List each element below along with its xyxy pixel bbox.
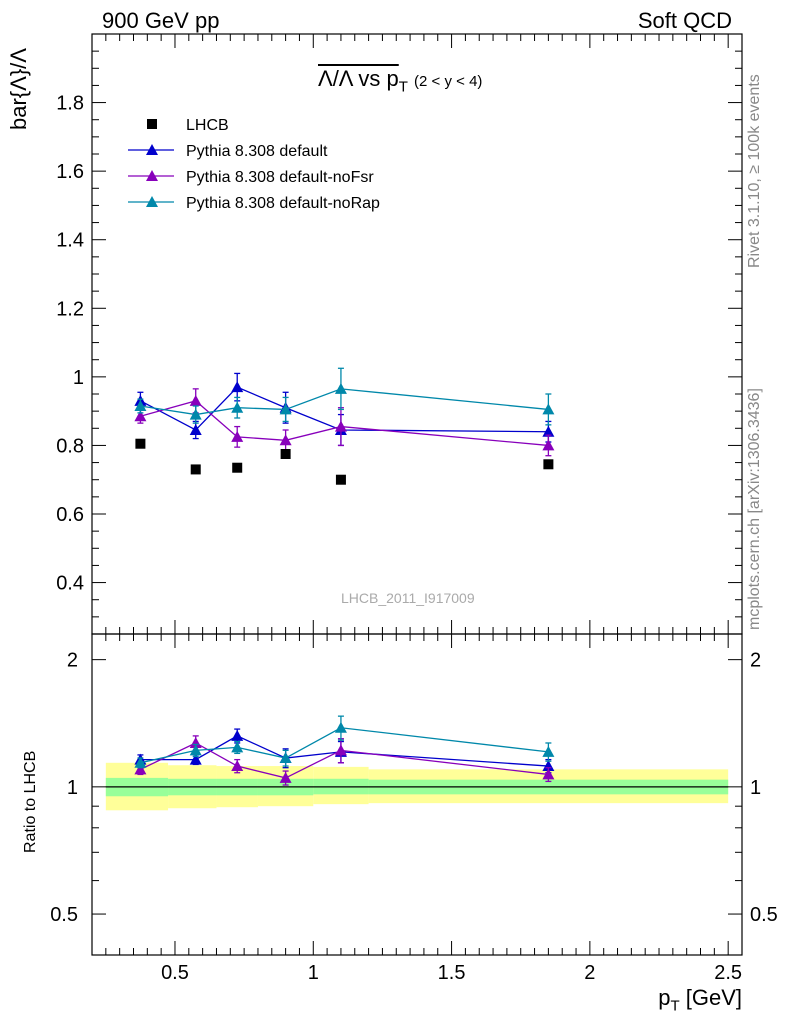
main-point-default	[231, 381, 244, 393]
main-point-lhcb	[335, 474, 346, 485]
main-point-noFsr	[134, 410, 147, 422]
main-y-tick-label: 0.4	[56, 573, 84, 595]
ratio-point-noFsr	[334, 744, 347, 756]
plot-title-main: Λ/Λ vs p	[318, 66, 399, 91]
main-y-tick-label: 1.4	[56, 230, 84, 252]
main-point-lhcb	[543, 459, 554, 470]
x-tick-label: 2	[584, 962, 595, 984]
main-y-tick-label: 1.8	[56, 93, 84, 115]
main-point-lhcb	[232, 462, 243, 473]
legend-label-lhcb: LHCB	[186, 117, 229, 134]
main-point-noRap	[231, 401, 244, 413]
main-point-lhcb	[135, 438, 146, 449]
ratio-point-noFsr	[279, 771, 292, 783]
main-point-noFsr	[189, 394, 202, 406]
legend-marker-noRap	[146, 196, 158, 207]
main-y-tick-label: 1.2	[56, 298, 84, 320]
main-point-noFsr	[231, 430, 244, 442]
ratio-point-noRap	[231, 741, 244, 753]
main-line-noFsr	[140, 400, 549, 447]
main-point-noRap	[542, 403, 555, 415]
ratio-point-noFsr	[231, 760, 244, 772]
main-point-lhcb	[190, 464, 201, 475]
legend-label-default: Pythia 8.308 default	[186, 143, 328, 160]
ratio-point-noFsr	[134, 763, 147, 775]
legend-marker-default	[146, 144, 158, 155]
main-point-default	[189, 424, 202, 435]
watermark: LHCB_2011_I917009	[341, 590, 475, 606]
legend-marker-lhcb	[147, 119, 157, 129]
main-point-noRap	[334, 382, 347, 394]
legend-marker-noFsr	[146, 170, 158, 181]
ratio-point-noRap	[334, 721, 347, 733]
ratio-point-noFsr	[189, 736, 202, 748]
ratio-point-noRap	[542, 745, 555, 757]
main-y-tick-label: 0.6	[56, 504, 84, 526]
ratio-y-tick-label-left: 1	[67, 777, 78, 799]
ratio-y-tick-label-right: 0.5	[750, 904, 778, 926]
ratio-point-default	[231, 729, 244, 741]
main-point-noFsr	[542, 439, 555, 451]
header-right: Soft QCD	[637, 8, 732, 33]
main-point-noRap	[189, 408, 202, 420]
ratio-y-tick-label-right: 1	[750, 777, 761, 799]
plot-title: Λ/Λ vs pT (2 < y < 4)	[318, 66, 482, 95]
ratio-panel-frame	[91, 633, 743, 956]
ratio-point-noRap	[189, 744, 202, 756]
header-left: 900 GeV pp	[102, 8, 220, 33]
ratio-line-noFsr	[140, 742, 549, 779]
ratio-point-default	[189, 753, 202, 765]
ratio-y-tick-label-left: 0.5	[50, 904, 78, 926]
x-axis-label: pT [GeV]	[658, 985, 742, 1014]
x-axis-label-main: p	[658, 985, 671, 1010]
x-tick-label: 0.5	[161, 962, 189, 984]
main-y-tick-label: 1.6	[56, 161, 84, 183]
plot-title-sub: T	[398, 78, 408, 96]
ratio-point-noRap	[279, 752, 292, 764]
main-line-noRap	[140, 388, 549, 416]
main-point-noFsr	[334, 420, 347, 432]
ratio-y-tick-label-right: 2	[750, 650, 761, 672]
x-tick-label: 2.5	[714, 962, 742, 984]
main-point-noRap	[279, 403, 292, 415]
main-point-noFsr	[279, 434, 292, 446]
x-tick-label: 1.5	[438, 962, 466, 984]
main-y-tick-label: 0.8	[56, 435, 84, 457]
main-y-tick-label: 1	[73, 367, 84, 389]
x-axis-label-unit: [GeV]	[685, 985, 742, 1010]
main-point-noRap	[134, 400, 147, 411]
ratio-line-noRap	[140, 727, 549, 764]
main-point-default	[542, 425, 555, 437]
ratio-point-noFsr	[542, 768, 555, 780]
x-tick-label: 1	[308, 962, 319, 984]
legend-label-noRap: Pythia 8.308 default-noRap	[186, 195, 380, 212]
plot-title-range: (2 < y < 4)	[414, 73, 483, 90]
legend-label-noFsr: Pythia 8.308 default-noFsr	[186, 169, 374, 186]
ratio-point-noRap	[134, 756, 147, 768]
main-point-lhcb	[280, 449, 291, 459]
ratio-y-tick-label-left: 2	[67, 650, 78, 672]
x-axis-label-sub: T	[670, 997, 680, 1015]
